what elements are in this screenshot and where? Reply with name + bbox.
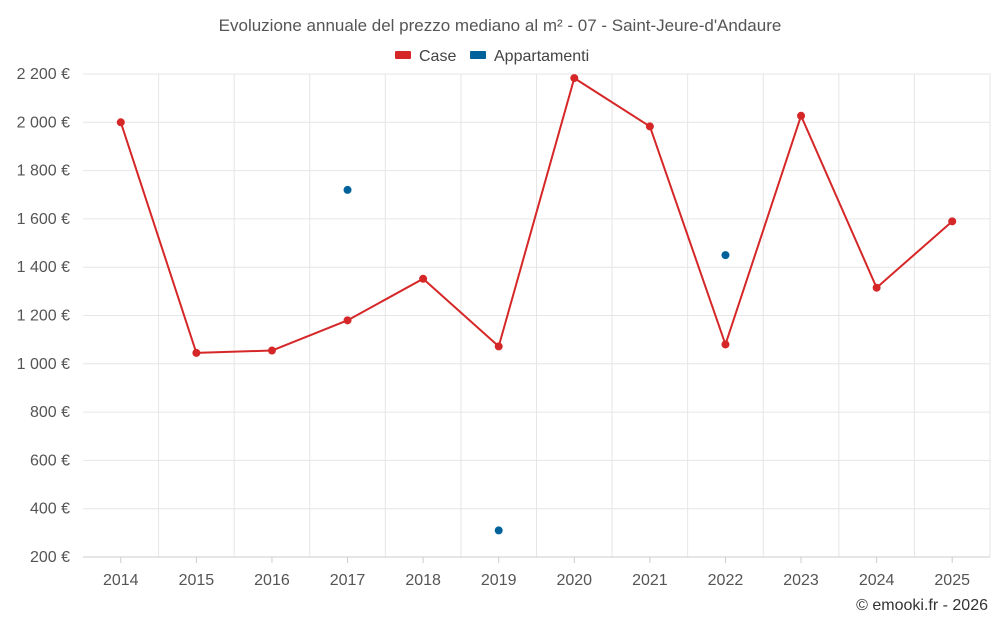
legend-swatch-appartamenti (470, 51, 486, 59)
x-tick-label: 2015 (179, 572, 215, 589)
y-tick-label: 1 600 € (17, 211, 70, 228)
data-point-appartamenti[interactable] (494, 526, 503, 535)
x-tick-label: 2023 (783, 572, 819, 589)
x-tick-label: 2022 (708, 572, 744, 589)
x-tick-label: 2018 (405, 572, 441, 589)
y-tick-label: 1 400 € (17, 259, 70, 276)
data-point-case[interactable] (948, 217, 957, 226)
data-point-case[interactable] (116, 118, 125, 127)
series-line-case (119, 77, 953, 354)
data-point-case[interactable] (192, 348, 201, 357)
x-tick-label: 2021 (632, 572, 668, 589)
x-tick-label: 2020 (556, 572, 592, 589)
legend[interactable]: Case Appartamenti (395, 48, 589, 65)
y-tick-label: 400 € (30, 501, 70, 518)
data-point-case[interactable] (721, 340, 730, 349)
y-tick-label: 800 € (30, 404, 70, 421)
y-tick-label: 2 200 € (17, 66, 70, 83)
x-tick-label: 2025 (934, 572, 970, 589)
y-tick-label: 200 € (30, 549, 70, 566)
x-tick-label: 2017 (330, 572, 366, 589)
y-tick-label: 600 € (30, 452, 70, 469)
y-tick-label: 1 800 € (17, 163, 70, 180)
chart-title: Evoluzione annuale del prezzo mediano al… (219, 16, 782, 35)
y-tick-label: 1 200 € (17, 308, 70, 325)
data-point-case[interactable] (494, 342, 503, 351)
legend-item-case[interactable]: Case (395, 48, 456, 65)
data-point-case[interactable] (797, 111, 806, 120)
x-tick-label: 2024 (859, 572, 895, 589)
legend-swatch-case (395, 51, 411, 59)
plot-area (116, 74, 957, 535)
legend-label-case: Case (419, 48, 456, 65)
x-tick-label: 2016 (254, 572, 290, 589)
axes: 200 € 400 € 600 € 800 € 1 000 € 1 200 € 1 400 … (17, 66, 990, 589)
data-point-case[interactable] (419, 274, 428, 283)
legend-label-appartamenti: Appartamenti (494, 48, 589, 65)
grid (83, 73, 991, 557)
y-tick-label: 2 000 € (17, 114, 70, 131)
data-point-case[interactable] (343, 316, 352, 325)
x-tick-label: 2019 (481, 572, 517, 589)
legend-item-appartamenti[interactable]: Appartamenti (470, 48, 589, 65)
data-point-case[interactable] (267, 346, 276, 355)
data-point-appartamenti[interactable] (343, 185, 352, 194)
y-tick-label: 1 000 € (17, 356, 70, 373)
credit-text: © emooki.fr - 2026 (856, 597, 988, 614)
data-point-case[interactable] (570, 74, 579, 83)
data-point-case[interactable] (872, 283, 881, 292)
x-tick-label: 2014 (103, 572, 139, 589)
data-point-appartamenti[interactable] (721, 251, 730, 260)
data-point-case[interactable] (645, 122, 654, 131)
